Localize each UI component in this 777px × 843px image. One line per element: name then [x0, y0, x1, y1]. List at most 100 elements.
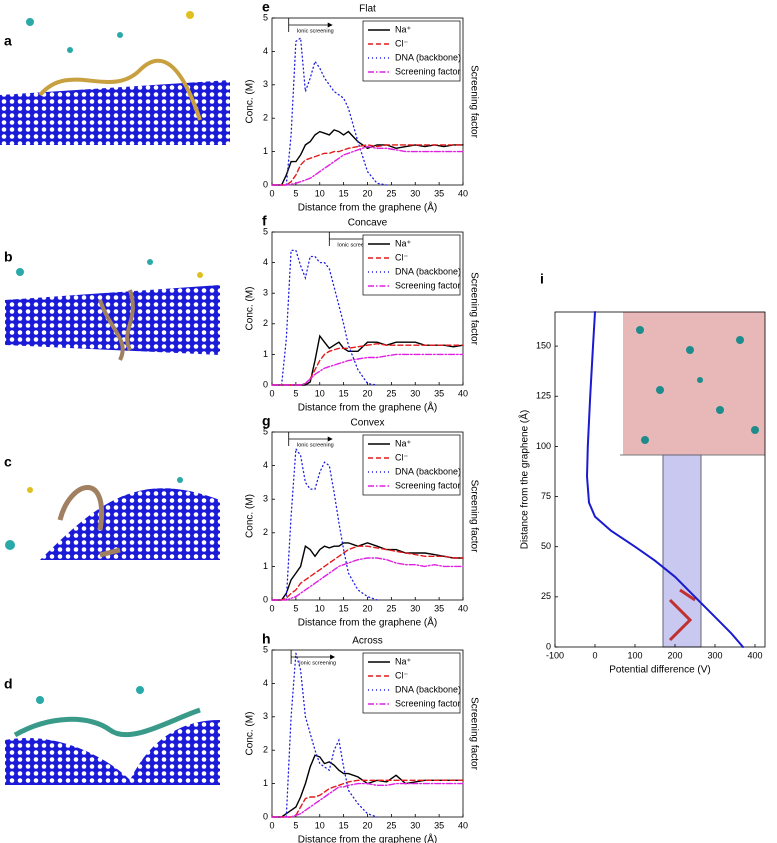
panel-letter: f [262, 213, 267, 229]
y-tick-label: 4 [263, 678, 268, 688]
x-tick-label: 15 [339, 188, 349, 198]
y2-axis-label: Screening factor [468, 697, 479, 770]
x-tick-label: 300 [707, 650, 722, 660]
y-tick-label: 4 [263, 460, 268, 470]
x-tick-label: 0 [269, 603, 274, 613]
y-tick-label: 5 [263, 226, 268, 236]
y-tick-label: 4 [263, 257, 268, 267]
panel-letter: c [4, 454, 12, 470]
y-tick-label: 0 [263, 179, 268, 189]
y-tick-label: 1 [263, 146, 268, 156]
scene-b [5, 259, 220, 361]
series-line [271, 342, 464, 386]
legend-box [362, 234, 461, 296]
series-line [271, 782, 464, 818]
series-line [285, 446, 378, 601]
y-tick-label: 1 [263, 561, 268, 571]
series-line [271, 334, 464, 386]
legend-label: Screening factor [395, 66, 461, 76]
y-axis-label: Distance from the graphene (Å) [518, 410, 531, 550]
panel-letter: i [540, 271, 544, 287]
legend-box [362, 652, 461, 714]
series-line [271, 779, 464, 818]
x-tick-label: 20 [362, 603, 372, 613]
x-tick-label: 100 [627, 650, 642, 660]
x-tick-label: 10 [315, 603, 325, 613]
y-tick-label: 100 [536, 441, 551, 451]
legend-box [362, 434, 461, 496]
x-tick-label: 40 [458, 388, 468, 398]
arrow-head [330, 654, 336, 660]
annotation-text: Ionic screening [299, 660, 336, 666]
x-axis-label: Potential difference (V) [609, 665, 711, 676]
series-line [271, 557, 464, 601]
x-axis-label: Distance from the graphene (Å) [298, 616, 438, 629]
panel-letter: a [4, 33, 12, 49]
y-tick-label: 2 [263, 113, 268, 123]
scene-c [5, 477, 220, 560]
scene-d [5, 686, 220, 785]
y-tick-label: 1 [263, 349, 268, 359]
x-tick-label: 35 [434, 820, 444, 830]
x-tick-label: 15 [339, 820, 349, 830]
x-tick-label: 5 [293, 188, 298, 198]
y-tick-label: 0 [263, 594, 268, 604]
legend-label: Cl⁻ [395, 670, 408, 680]
x-tick-label: 40 [458, 188, 468, 198]
x-tick-label: 40 [458, 603, 468, 613]
y-tick-label: 50 [541, 541, 551, 551]
x-tick-label: 30 [410, 603, 420, 613]
x-tick-label: 0 [269, 388, 274, 398]
y-tick-label: 2 [263, 745, 268, 755]
x-tick-label: 10 [315, 820, 325, 830]
legend-label: Cl⁻ [395, 452, 408, 462]
legend-label: Na⁺ [395, 238, 412, 248]
y-tick-label: 3 [263, 79, 268, 89]
y-tick-label: 75 [541, 491, 551, 501]
panel-letter: d [4, 676, 13, 692]
series-line [585, 311, 744, 648]
x-tick-label: 35 [434, 603, 444, 613]
y-tick-label: 4 [263, 46, 268, 56]
y-axis-label: Conc. (M) [245, 80, 256, 124]
simulation-box [620, 312, 765, 648]
chart-title: Across [352, 636, 383, 647]
x-tick-label: 20 [362, 188, 372, 198]
series-line [271, 754, 464, 818]
legend-label: Screening factor [395, 698, 461, 708]
x-axis-label: Distance from the graphene (Å) [298, 401, 438, 414]
x-tick-label: 200 [667, 650, 682, 660]
legend-label: DNA (backbone) [395, 266, 461, 276]
y-tick-label: 25 [541, 591, 551, 601]
x-tick-label: 30 [410, 820, 420, 830]
legend-label: Screening factor [395, 280, 461, 290]
legend-label: Na⁺ [395, 656, 412, 666]
arrow-head [327, 436, 333, 442]
legend-label: Cl⁻ [395, 38, 408, 48]
series-line [271, 145, 464, 186]
y-tick-label: 0 [263, 811, 268, 821]
x-axis-label: Distance from the graphene (Å) [298, 833, 438, 843]
y-tick-label: 125 [536, 391, 551, 401]
annotation-text: Ionic screening [337, 242, 374, 248]
y-tick-label: 5 [263, 644, 268, 654]
panel-letter: b [4, 249, 13, 265]
series-line [271, 545, 464, 601]
series-line [271, 144, 464, 186]
x-tick-label: 400 [747, 650, 762, 660]
y-tick-label: 5 [263, 426, 268, 436]
x-tick-label: 30 [410, 388, 420, 398]
series-line [285, 36, 388, 186]
series-line [271, 129, 464, 186]
y-tick-label: 2 [263, 318, 268, 328]
x-tick-label: 25 [386, 388, 396, 398]
legend-label: Na⁺ [395, 438, 412, 448]
chart-title: Convex [351, 418, 385, 429]
legend-label: DNA (backbone) [395, 52, 461, 62]
x-axis-label: Distance from the graphene (Å) [298, 201, 438, 214]
x-tick-label: 35 [434, 188, 444, 198]
y-tick-label: 3 [263, 288, 268, 298]
annotation-text: Ionic screening [297, 28, 334, 34]
panel-letter: g [262, 413, 271, 429]
